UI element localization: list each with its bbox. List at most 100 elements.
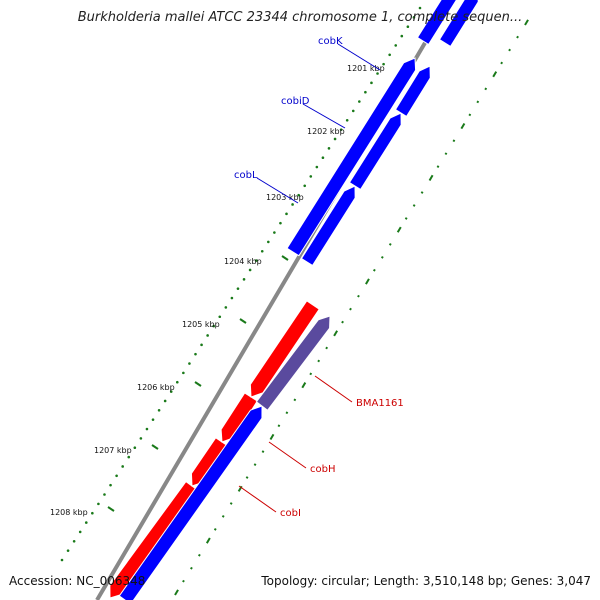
- gene-leader-line: [268, 441, 307, 469]
- gene-bar-cobL-2[interactable]: [300, 183, 361, 267]
- gene-label[interactable]: cobL: [234, 170, 258, 181]
- outer-tick: [444, 152, 448, 156]
- scale-dot: [78, 530, 82, 534]
- scale-dot: [109, 483, 112, 487]
- outer-tick: [309, 372, 313, 376]
- scale-dot: [406, 25, 410, 29]
- scale-dot: [121, 465, 124, 468]
- gene-leader-line: [302, 103, 346, 129]
- gene-arrow-icon: [300, 185, 356, 267]
- scale-tick: [151, 444, 159, 450]
- scale-tick: [107, 506, 115, 512]
- gene-label[interactable]: cobK: [318, 36, 343, 47]
- scale-dot: [345, 118, 349, 122]
- scale-dot: [188, 362, 191, 365]
- scale-dot: [370, 81, 373, 85]
- gene-bar-top-1[interactable]: [416, 0, 465, 46]
- accession-label: Accession: NC_006348: [9, 574, 146, 588]
- gene-bar-BMA1161[interactable]: [245, 300, 320, 401]
- scale-dot: [127, 455, 131, 459]
- scale-dot: [218, 315, 222, 319]
- outer-tick: [476, 100, 480, 104]
- scale-dot: [157, 409, 161, 412]
- scale-dot: [60, 558, 64, 562]
- gene-bar-cobK[interactable]: [286, 54, 421, 257]
- scale-tick: [281, 255, 289, 261]
- gene-arrow-icon: [394, 65, 431, 118]
- outer-tick: [420, 191, 424, 194]
- scale-dot: [400, 34, 404, 38]
- scale-dot: [151, 418, 155, 421]
- scale-dot: [182, 371, 185, 375]
- scale-dot: [200, 343, 203, 347]
- gene-leader-line: [256, 177, 299, 204]
- outer-tick: [269, 433, 275, 441]
- scale-dot: [139, 437, 143, 440]
- gene-leader-line: [314, 375, 353, 403]
- scale-dot: [163, 399, 167, 403]
- scale-label: 1201 kbp: [347, 64, 385, 73]
- scale-dot: [206, 334, 209, 337]
- outer-tick: [317, 359, 321, 363]
- outer-tick: [277, 424, 281, 428]
- scale-dot: [394, 44, 398, 47]
- outer-tick: [516, 35, 519, 39]
- gene-arrow-icon: [249, 300, 320, 398]
- outer-tick: [524, 19, 529, 26]
- scale-dot: [66, 549, 70, 552]
- scale-tick: [194, 381, 202, 387]
- gene-label[interactable]: cobH: [310, 464, 335, 475]
- outer-tick: [349, 307, 352, 311]
- scale-dot: [224, 306, 228, 309]
- outer-tick: [373, 268, 376, 272]
- gene-bar-cobI-rev[interactable]: [118, 402, 267, 600]
- outer-tick: [341, 320, 344, 324]
- scale-dot: [72, 539, 76, 543]
- scale-dot: [97, 502, 100, 506]
- scale-dot: [327, 147, 331, 150]
- outer-tick: [190, 566, 193, 570]
- gene-bar-cobK-2[interactable]: [394, 63, 435, 118]
- scale-label: 1207 kbp: [94, 446, 132, 455]
- gene-label[interactable]: cobiD: [281, 96, 310, 107]
- gene-arrow-icon: [438, 0, 479, 48]
- scale-dot: [236, 287, 240, 290]
- scale-dot: [273, 231, 276, 234]
- scale-dot: [115, 474, 118, 478]
- outer-tick: [428, 174, 434, 181]
- scale-dot: [230, 296, 234, 300]
- outer-tick: [285, 411, 289, 415]
- gene-arrow-icon: [255, 315, 331, 411]
- sequence-title: Burkholderia mallei ATCC 23344 chromosom…: [77, 10, 523, 25]
- scale-dot: [194, 352, 197, 356]
- outer-tick: [325, 346, 329, 350]
- outer-tick: [508, 48, 511, 52]
- outer-tick: [174, 589, 179, 596]
- scale-dot: [297, 193, 300, 197]
- scale-dot: [103, 493, 106, 496]
- outer-tick: [492, 71, 498, 78]
- scale-label: 1204 kbp: [224, 257, 262, 266]
- gene-bar-BMA1161-pseudo[interactable]: [255, 312, 335, 411]
- scale-dot: [267, 240, 270, 244]
- scale-dot: [418, 6, 422, 10]
- scale-dot: [285, 212, 288, 216]
- scale-dot: [376, 72, 379, 75]
- gene-bar-top-2[interactable]: [438, 0, 483, 48]
- scale-tick: [239, 318, 247, 324]
- outer-tick: [396, 226, 402, 233]
- gene-label[interactable]: cobI: [280, 508, 301, 519]
- gene-bar-cobiD[interactable]: [348, 110, 407, 191]
- scale-dot: [315, 165, 319, 169]
- outer-tick: [452, 139, 456, 143]
- gene-arrow-icon: [286, 57, 417, 257]
- outer-tick: [221, 515, 225, 518]
- outer-tick: [436, 165, 440, 169]
- scale-label: 1203 kbp: [266, 193, 304, 202]
- gene-label[interactable]: BMA1161: [356, 398, 404, 409]
- outer-tick: [198, 553, 201, 557]
- scale-dot: [260, 249, 264, 253]
- scale-dot: [321, 156, 325, 159]
